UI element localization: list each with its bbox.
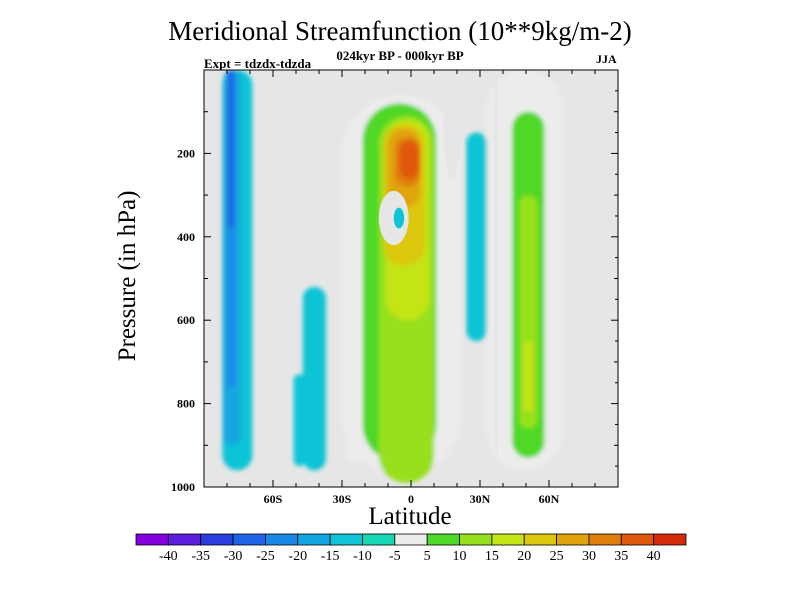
chart-title: Meridional Streamfunction (10**9kg/m-2)	[168, 16, 632, 46]
colorbar-swatch	[523, 533, 557, 546]
colorbar-label: -10	[353, 549, 372, 564]
colorbar-swatch	[329, 533, 363, 546]
y-tick-label: 800	[177, 397, 195, 411]
colorbar: -40 -35 -30 -25 -20 -15 -10 -5 5 10 15 20 25 30 35 40	[135, 533, 687, 564]
colorbar-swatch	[459, 533, 493, 546]
y-tick-label: 600	[177, 313, 195, 327]
colorbar-label: 15	[485, 549, 499, 564]
colorbar-swatch	[588, 533, 622, 546]
season-annotation: JJA	[596, 52, 617, 66]
colorbar-swatch	[232, 533, 266, 546]
colorbar-label: 40	[647, 549, 661, 564]
tropical-band-40	[399, 140, 420, 179]
colorbar-label: -25	[256, 549, 275, 564]
colorbar-label: 5	[424, 549, 431, 564]
x-tick-label: 60S	[264, 492, 283, 506]
south-lower-cell-a	[293, 374, 306, 467]
colorbar-swatch	[297, 533, 331, 546]
colorbar-label: 10	[453, 549, 467, 564]
experiment-annotation: Expt = tdzdx-tdzda	[204, 56, 312, 71]
colorbar-swatch	[491, 533, 525, 546]
axis-ticks: 60S 30S 0 30N 60N 200 400 600 800 1000	[171, 70, 618, 506]
x-tick-label: 0	[408, 492, 414, 506]
colorbar-label: 35	[614, 549, 628, 564]
x-axis-label: Latitude	[368, 503, 452, 530]
north-column-band-20	[523, 341, 533, 412]
colorbar-swatch	[200, 533, 234, 546]
tropical-gap	[443, 70, 462, 179]
colorbar-label: 25	[550, 549, 564, 564]
colorbar-label: -15	[321, 549, 340, 564]
north-tropical-negative	[466, 132, 487, 342]
colorbar-swatch	[426, 533, 460, 546]
contour-field	[222, 70, 563, 483]
colorbar-swatch	[265, 533, 299, 546]
y-tick-label: 400	[177, 230, 195, 244]
colorbar-swatch	[394, 533, 428, 546]
south-column-band-25	[228, 70, 234, 229]
colorbar-swatch	[135, 533, 169, 546]
colorbar-swatch	[362, 533, 396, 546]
colorbar-label: -20	[288, 549, 307, 564]
southern-tropical-negative	[393, 207, 405, 229]
south-lower-cell-b	[302, 286, 326, 471]
colorbar-swatch	[620, 533, 655, 546]
colorbar-label: -5	[389, 549, 401, 564]
contour-features	[378, 70, 499, 462]
chart-subtitle: 024kyr BP - 000kyr BP	[336, 48, 464, 63]
colorbar-swatch	[556, 533, 590, 546]
colorbar-label: 30	[582, 549, 596, 564]
x-tick-label: 60N	[539, 492, 560, 506]
colorbar-label: -35	[191, 549, 210, 564]
y-tick-label: 1000	[171, 480, 195, 494]
y-tick-label: 200	[177, 146, 195, 160]
x-tick-label: 30S	[333, 492, 352, 506]
colorbar-label: 20	[517, 549, 531, 564]
contour-layers	[222, 70, 563, 483]
x-tick-label: 30N	[470, 492, 491, 506]
colorbar-label: -30	[224, 549, 243, 564]
colorbar-swatch	[653, 533, 687, 546]
northern-gap	[493, 70, 499, 462]
colorbar-swatch	[167, 533, 202, 546]
colorbar-label: -40	[159, 549, 178, 564]
